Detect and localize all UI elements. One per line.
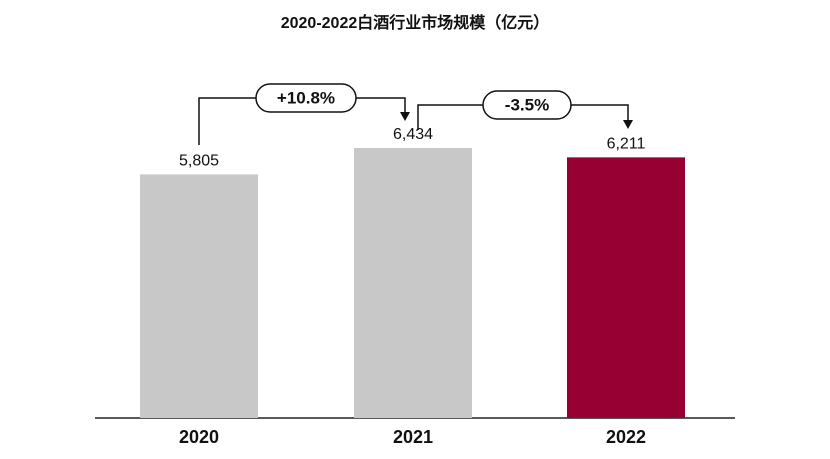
annotation-pill [482, 90, 572, 120]
annotation: -3.5% [505, 95, 549, 114]
value-label: 6,434 [393, 126, 433, 143]
bar [140, 174, 258, 418]
x-tick-label: 2021 [393, 427, 433, 447]
x-tick-label: 2020 [179, 427, 219, 447]
x-tick-label: 2022 [606, 427, 646, 447]
arrow-head [400, 112, 410, 121]
chart-title: 2020-2022白酒行业市场规模（亿元） [281, 13, 550, 32]
annotation-pill [255, 83, 357, 113]
value-label: 5,805 [179, 153, 219, 170]
bar [354, 148, 472, 418]
annotation: +10.8% [277, 88, 335, 107]
value-label: 6,211 [607, 136, 646, 153]
arrow-head [623, 120, 633, 129]
bar [567, 157, 685, 418]
